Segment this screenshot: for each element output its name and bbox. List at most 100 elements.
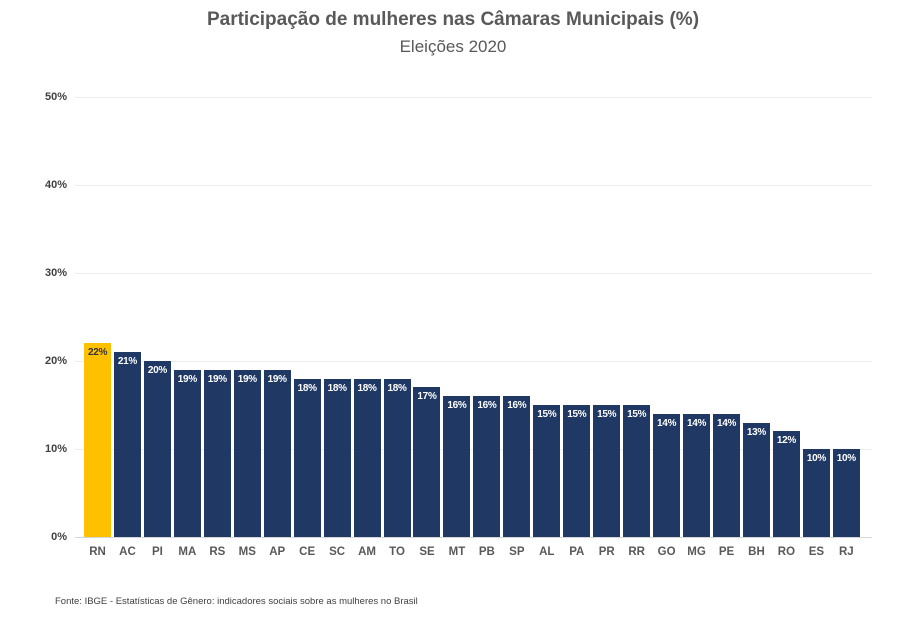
bar-value-label: 15% — [597, 409, 617, 420]
bar-MA: 19% — [173, 369, 201, 537]
bar-cell: 18% AM — [353, 378, 381, 558]
bar-PR: 15% — [593, 405, 621, 537]
bar-value-label: 17% — [417, 391, 437, 403]
y-axis-tick-label: 30% — [44, 267, 67, 279]
x-axis-label: AP — [269, 546, 286, 558]
bar-value-label: 15% — [627, 409, 647, 420]
x-axis-label: RO — [777, 546, 796, 558]
bar-value-label: 16% — [507, 400, 527, 412]
bar-value-label: 19% — [237, 373, 257, 385]
y-axis-tick-label: 40% — [44, 179, 67, 191]
bar-cell: 16% SP — [503, 396, 531, 558]
gridline — [75, 185, 872, 186]
bar-cell: 18% TO — [383, 378, 411, 558]
bar-cell: 14% GO — [653, 413, 681, 558]
x-axis-label: TO — [389, 546, 405, 558]
x-axis-label: PI — [151, 546, 163, 558]
bar-RN: 22% — [84, 343, 111, 537]
y-axis-tick-label: 10% — [44, 443, 67, 455]
bar-TO: 18% — [383, 378, 411, 537]
gridline — [75, 273, 872, 274]
bar-PE: 14% — [713, 413, 741, 537]
source-note: Fonte: IBGE - Estatísticas de Gênero: in… — [55, 596, 418, 607]
bar-RS: 19% — [203, 369, 231, 537]
x-axis-label: MT — [448, 546, 466, 558]
bar-value-label: 19% — [177, 373, 197, 385]
bar-cell: 19% MS — [233, 369, 261, 558]
bar-MT: 16% — [443, 396, 471, 537]
bar-value-label: 16% — [447, 400, 467, 412]
bar-cell: 14% MG — [683, 413, 711, 558]
bar-AP: 19% — [263, 369, 291, 537]
x-axis-label: MS — [238, 546, 256, 558]
bar-value-label: 10% — [806, 453, 826, 464]
x-axis-label: AL — [539, 546, 555, 558]
bar-value-label: 19% — [207, 373, 227, 385]
bar-BH: 13% — [742, 422, 770, 537]
x-axis-label: MA — [178, 546, 197, 558]
bar-GO: 14% — [653, 413, 681, 537]
bar-cell: 20% PI — [143, 361, 171, 558]
gridline — [75, 97, 872, 98]
bar-value-label: 18% — [357, 382, 377, 394]
bar-cell: 15% PA — [563, 405, 591, 558]
bar-cell: 15% RR — [623, 405, 651, 558]
x-axis-label: AC — [119, 546, 136, 558]
bar-cell: 21% AC — [113, 352, 141, 558]
chart-subtitle: Eleições 2020 — [399, 37, 507, 56]
bar-cell: 19% AP — [263, 369, 291, 558]
bar-AL: 15% — [533, 405, 561, 537]
bar-cell: 22% RN — [84, 343, 111, 558]
bar-SC: 18% — [323, 378, 351, 537]
bar-cell: 19% RS — [203, 369, 231, 558]
bar-PA: 15% — [563, 405, 591, 537]
x-axis-label: RS — [209, 546, 226, 558]
plot-area: 0% 10% 20% 30% 40% 50% 22% RN 21% AC 20% PI 19% MA 19… — [45, 91, 872, 558]
x-axis-label: PR — [598, 546, 615, 558]
x-axis-label: SP — [509, 546, 525, 558]
bar-AM: 18% — [353, 378, 381, 537]
x-axis-label: PB — [478, 546, 495, 558]
y-axis-tick-label: 0% — [51, 531, 67, 543]
bar-CE: 18% — [293, 378, 321, 537]
bar-MS: 19% — [233, 369, 261, 537]
x-axis-label: PA — [569, 546, 585, 558]
bar-cell: 16% MT — [443, 396, 471, 558]
bar-value-label: 12% — [776, 435, 796, 447]
bar-value-label: 18% — [297, 382, 317, 394]
x-axis-label: BH — [748, 546, 765, 558]
bar-value-label: 13% — [746, 426, 767, 438]
x-axis-label: RJ — [838, 546, 854, 558]
bar-cell: 16% PB — [473, 396, 501, 558]
bar-value-label: 16% — [477, 400, 497, 412]
bar-cell: 15% PR — [593, 405, 621, 558]
gridline — [75, 361, 872, 362]
bar-cell: 14% PE — [713, 413, 741, 558]
bar-AC: 21% — [113, 352, 141, 537]
x-axis-label: GO — [657, 546, 676, 558]
bar-PB: 16% — [473, 396, 501, 537]
bar-cell: 19% MA — [173, 369, 201, 558]
x-axis-label: PE — [718, 546, 735, 558]
x-axis-label: RR — [628, 546, 645, 558]
bar-series: 22% RN 21% AC 20% PI 19% MA 19% RS 19% MS 19% AP 18% CE… — [75, 97, 872, 558]
bar-MG: 14% — [683, 413, 711, 537]
bar-value-label: 14% — [716, 417, 737, 429]
bar-value-label: 14% — [687, 417, 707, 429]
x-axis-label: ES — [808, 546, 825, 558]
bar-RO: 12% — [772, 431, 800, 537]
bar-value-label: 15% — [537, 409, 557, 420]
bar-cell: 13% BH — [742, 422, 770, 558]
bar-cell: 18% SC — [323, 378, 351, 558]
bar-value-label: 22% — [87, 347, 108, 359]
bar-value-label: 19% — [267, 373, 287, 385]
bar-value-label: 18% — [327, 382, 347, 394]
bar-RJ: 10% — [832, 449, 860, 537]
x-axis-label: SE — [419, 546, 435, 558]
bar-cell: 12% RO — [772, 431, 800, 558]
bar-SP: 16% — [503, 396, 531, 537]
y-axis-tick-label: 50% — [44, 91, 67, 103]
chart-title: Participação de mulheres nas Câmaras Mun… — [206, 9, 700, 30]
bar-RR: 15% — [623, 405, 651, 537]
